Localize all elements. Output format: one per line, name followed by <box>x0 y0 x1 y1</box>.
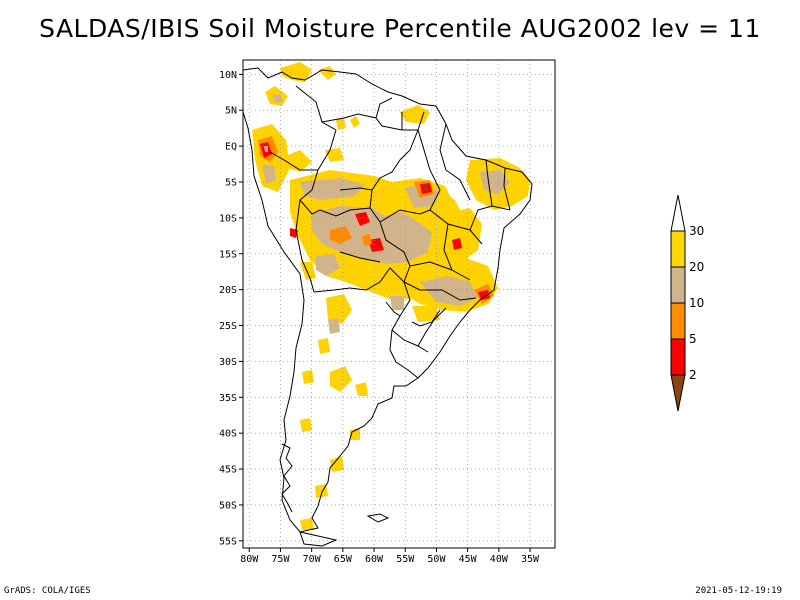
colorbar-labels: 30 20 10 5 2 <box>689 224 704 382</box>
lon-tick-label: 40W <box>490 554 509 565</box>
map-title: SALDAS/IBIS Soil Moisture Percentile AUG… <box>39 14 761 43</box>
lat-tick-label: 25S <box>219 321 237 332</box>
footer-credit: GrADS: COLA/IGES <box>4 586 91 596</box>
soil-moisture-shading <box>252 62 530 530</box>
longitude-tick-labels: 80W 75W 70W 65W 60W 55W 50W 45W 40W 35W <box>240 548 540 565</box>
lat-tick-label: 35S <box>219 393 237 404</box>
colorbar-bottom-arrow <box>670 374 686 412</box>
colorbar-label: 5 <box>689 332 697 346</box>
lat-tick-label: 10N <box>219 70 237 81</box>
lat-tick-label: 5N <box>225 106 237 117</box>
map-frame <box>242 59 556 549</box>
colorbar-segment <box>670 338 686 376</box>
lon-tick-label: 55W <box>396 554 415 565</box>
lat-tick-label: 55S <box>219 536 237 547</box>
lon-tick-label: 80W <box>240 554 259 565</box>
lon-tick-label: 50W <box>427 554 446 565</box>
lat-tick-label: EQ <box>225 142 237 153</box>
lon-tick-label: 70W <box>303 554 322 565</box>
colorbar-label: 20 <box>689 260 704 274</box>
lon-tick-label: 60W <box>365 554 384 565</box>
lat-tick-label: 20S <box>219 285 237 296</box>
colorbar-label: 10 <box>689 296 704 310</box>
lat-tick-label: 40S <box>219 429 237 440</box>
colorbar-top-arrow <box>670 194 686 232</box>
lat-lon-grid <box>243 60 555 548</box>
colorbar-label: 30 <box>689 224 704 238</box>
lat-tick-label: 45S <box>219 465 237 476</box>
coastline-borders <box>243 67 533 547</box>
colorbar <box>670 194 686 412</box>
colorbar-segment <box>670 302 686 340</box>
latitude-tick-labels: 10N 5N EQ 5S 10S 15S 20S 25S 30S 35S 40S 45S 50S 55S <box>219 70 243 547</box>
lon-tick-label: 45W <box>459 554 478 565</box>
lat-tick-label: 15S <box>219 249 237 260</box>
lat-tick-label: 5S <box>225 178 237 189</box>
colorbar-segment <box>670 266 686 304</box>
lat-tick-label: 30S <box>219 357 237 368</box>
colorbar-label: 2 <box>689 368 697 382</box>
colorbar-segment <box>670 230 686 268</box>
lon-tick-label: 65W <box>334 554 353 565</box>
footer-timestamp: 2021-05-12-19:19 <box>695 586 782 596</box>
lon-tick-label: 35W <box>521 554 540 565</box>
lon-tick-label: 75W <box>271 554 290 565</box>
lat-tick-label: 50S <box>219 500 237 511</box>
lat-tick-label: 10S <box>219 213 237 224</box>
